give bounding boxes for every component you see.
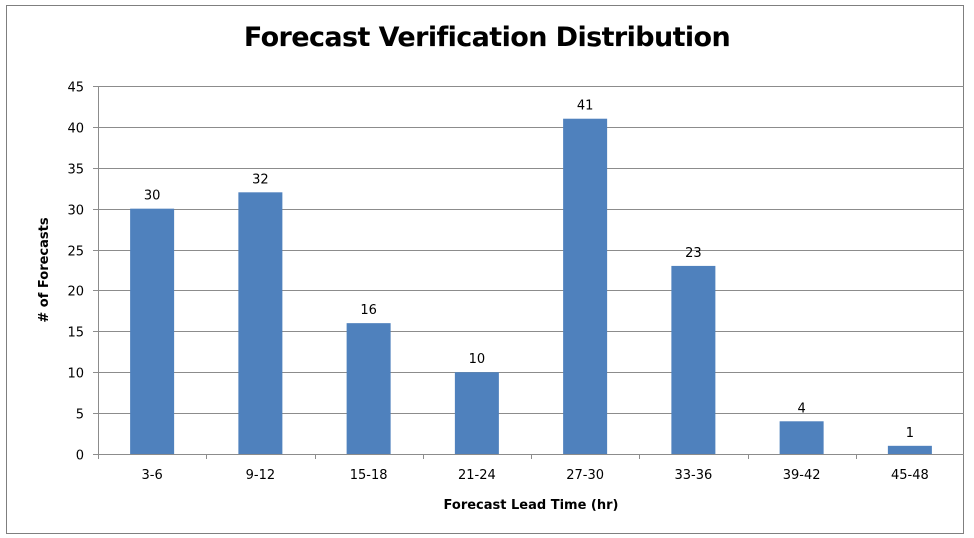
- y-tick-label: 45: [67, 81, 84, 96]
- data-label: 41: [577, 99, 594, 114]
- bar-9-12: [238, 192, 283, 455]
- x-tick-label: 21-24: [458, 468, 496, 483]
- bar-39-42: [779, 421, 824, 454]
- data-label: 30: [144, 189, 161, 204]
- y-axis-ticks: 0 5 10 15 20 25 30 35 40 45: [67, 81, 99, 464]
- chart-title: Forecast Verification Distribution: [243, 22, 731, 53]
- x-tick-label: 39-42: [783, 468, 821, 483]
- bar-15-18: [346, 323, 391, 454]
- x-tick-label: 15-18: [350, 468, 388, 483]
- x-axis-ticks: 3-6 9-12 15-18 21-24 27-30 33-36 39-42 45-48: [98, 454, 929, 483]
- bar-21-24: [454, 372, 499, 454]
- y-tick-label: 5: [76, 408, 84, 423]
- y-tick-label: 15: [67, 326, 84, 341]
- bar-45-48: [887, 445, 932, 454]
- y-tick-label: 10: [67, 367, 84, 382]
- data-label: 16: [360, 303, 377, 318]
- x-tick-label: 3-6: [142, 468, 163, 483]
- gridlines: [98, 86, 964, 414]
- data-label: 32: [252, 172, 269, 187]
- y-tick-label: 30: [67, 204, 84, 219]
- bars: [130, 118, 932, 455]
- x-tick-label: 45-48: [891, 468, 929, 483]
- y-tick-label: 20: [67, 285, 84, 300]
- x-tick-label: 27-30: [566, 468, 604, 483]
- bar-3-6: [130, 208, 175, 454]
- bar-33-36: [671, 265, 716, 454]
- y-tick-label: 25: [67, 245, 84, 260]
- data-label: 10: [469, 352, 486, 367]
- data-label: 4: [797, 401, 805, 416]
- x-tick-label: 9-12: [246, 468, 276, 483]
- y-tick-label: 35: [67, 163, 84, 178]
- data-label: 23: [685, 246, 702, 261]
- x-tick-label: 33-36: [674, 468, 712, 483]
- y-axis-title: # of Forecasts: [37, 217, 52, 322]
- x-axis-title: Forecast Lead Time (hr): [444, 498, 619, 513]
- y-tick-label: 40: [67, 122, 84, 137]
- y-tick-label: 0: [76, 449, 84, 464]
- data-label: 1: [906, 426, 914, 441]
- bar-27-30: [563, 118, 608, 454]
